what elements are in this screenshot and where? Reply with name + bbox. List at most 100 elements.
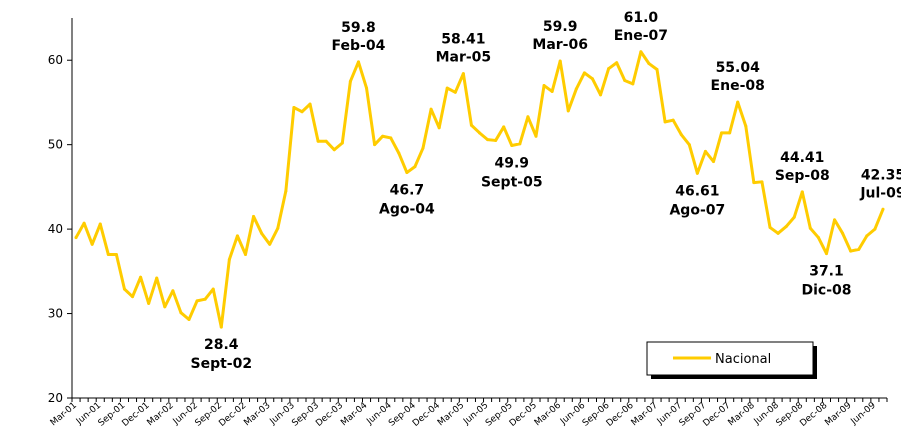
data-point xyxy=(276,226,280,230)
x-tick-label: Mar-04 xyxy=(339,400,369,428)
y-tick-label: 60 xyxy=(48,53,63,67)
data-point xyxy=(373,143,377,147)
data-point xyxy=(292,106,296,110)
data-point xyxy=(155,276,159,280)
data-point xyxy=(671,118,675,122)
x-tick-label: Mar-06 xyxy=(533,400,563,428)
annotation-value: 58.41 xyxy=(441,32,485,48)
data-point xyxy=(284,189,288,193)
data-point xyxy=(429,107,433,111)
annotation-value: 46.7 xyxy=(390,183,425,199)
annotation-date: Mar-06 xyxy=(532,37,588,53)
annotation-value: 28.4 xyxy=(204,337,239,353)
data-point xyxy=(679,133,683,137)
data-point xyxy=(776,231,780,235)
data-point xyxy=(163,305,167,309)
annotation-date: Ene-08 xyxy=(711,78,765,94)
annotation-date: Ene-07 xyxy=(614,28,668,44)
data-point xyxy=(599,93,603,97)
data-point xyxy=(760,180,764,184)
data-point xyxy=(147,301,151,305)
data-point xyxy=(639,50,643,54)
data-point xyxy=(324,139,328,143)
annotation-value: 55.04 xyxy=(716,60,761,76)
data-point xyxy=(365,86,369,90)
x-tick-label: Mar-07 xyxy=(630,401,660,429)
annotation-date: Sep-08 xyxy=(775,168,830,184)
y-tick-label: 50 xyxy=(48,138,63,152)
x-tick-label: Dec-01 xyxy=(121,401,152,429)
x-tick-label: Jun-09 xyxy=(849,400,878,427)
data-point xyxy=(203,297,207,301)
data-point xyxy=(348,79,352,83)
data-point xyxy=(792,215,796,219)
data-point xyxy=(300,110,304,114)
x-tick-label: Dec-08 xyxy=(798,400,829,428)
data-point xyxy=(849,249,853,253)
data-point xyxy=(784,225,788,229)
x-tick-label: Dec-04 xyxy=(411,400,442,428)
data-point xyxy=(252,214,256,218)
data-point xyxy=(90,242,94,246)
data-point xyxy=(744,124,748,128)
data-point xyxy=(235,234,239,238)
data-point xyxy=(865,234,869,238)
legend-label-nacional: Nacional xyxy=(715,352,771,367)
data-point xyxy=(98,222,102,226)
data-point xyxy=(558,59,562,63)
data-point xyxy=(308,102,312,106)
data-point xyxy=(728,131,732,135)
x-tick-label: Dec-02 xyxy=(217,401,248,429)
annotation-value: 46.61 xyxy=(675,183,719,199)
data-point xyxy=(453,90,457,94)
annotation-value: 37.1 xyxy=(809,264,844,280)
data-point xyxy=(340,141,344,145)
data-point xyxy=(857,247,861,251)
legend: Nacional xyxy=(646,341,817,379)
data-point xyxy=(768,225,772,229)
annotation-date: Sept-05 xyxy=(481,175,543,191)
data-point xyxy=(187,317,191,321)
data-point xyxy=(695,171,699,175)
data-point xyxy=(824,252,828,256)
data-point xyxy=(461,72,465,76)
data-point xyxy=(268,242,272,246)
annotation-date: Sept-02 xyxy=(190,356,252,372)
data-point xyxy=(74,236,78,240)
data-point xyxy=(800,190,804,194)
data-point xyxy=(703,149,707,153)
data-point xyxy=(631,82,635,86)
data-point xyxy=(211,287,215,291)
annotation-value: 59.9 xyxy=(543,19,578,35)
data-point xyxy=(469,123,473,127)
annotation-value: 44.41 xyxy=(780,150,824,166)
data-point xyxy=(114,252,118,256)
data-point xyxy=(881,207,885,211)
data-point xyxy=(607,67,611,71)
data-point xyxy=(623,78,627,82)
data-point xyxy=(260,231,264,235)
data-point xyxy=(752,181,756,185)
data-point xyxy=(550,89,554,93)
data-point xyxy=(566,109,570,113)
data-point xyxy=(816,236,820,240)
x-tick-label: Mar-03 xyxy=(242,401,272,429)
y-tick-label: 20 xyxy=(48,391,63,405)
data-point xyxy=(397,151,401,155)
data-point xyxy=(494,138,498,142)
x-tick-label: Mar-05 xyxy=(436,401,466,429)
data-point xyxy=(179,311,183,315)
series-nacional xyxy=(74,50,885,329)
data-point xyxy=(582,71,586,75)
data-point xyxy=(478,131,481,135)
data-point xyxy=(413,165,417,169)
data-point xyxy=(712,160,716,164)
annotation-value: 59.8 xyxy=(341,20,376,36)
data-point xyxy=(720,131,724,135)
data-point xyxy=(615,61,619,65)
data-point xyxy=(833,218,837,222)
annotations: 28.4 Sept-02 59.8 Feb-04 46.7 Ago-04 58.41 Mar-… xyxy=(190,10,901,372)
data-point xyxy=(139,275,143,279)
x-tick-label: Dec-03 xyxy=(314,401,345,429)
data-point xyxy=(502,125,506,129)
